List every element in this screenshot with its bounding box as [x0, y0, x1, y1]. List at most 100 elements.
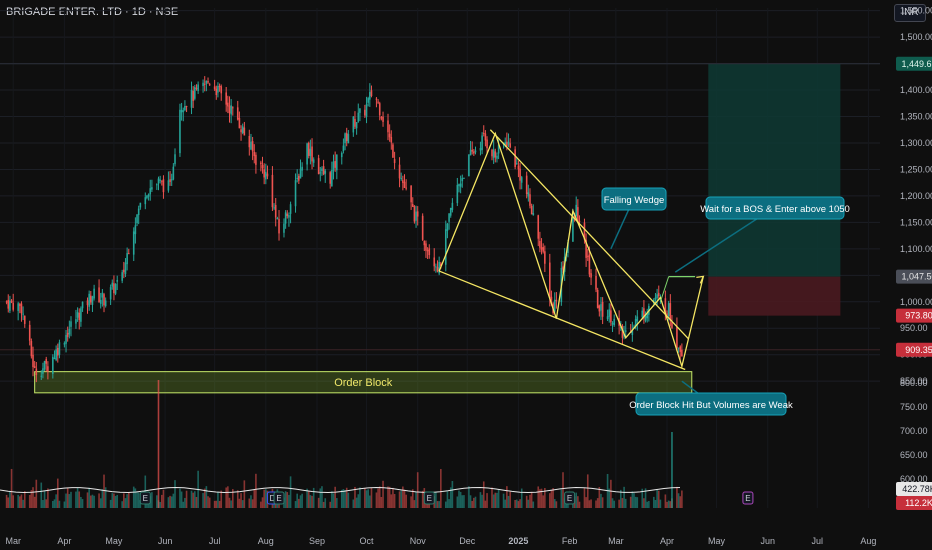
- candle-body: [179, 109, 181, 154]
- candle-body: [329, 172, 332, 184]
- candle-body: [601, 301, 604, 317]
- time-tick: Apr: [660, 536, 674, 546]
- candle-body: [9, 300, 11, 311]
- currency-button[interactable]: INR: [894, 4, 926, 22]
- volume-bar: [436, 501, 439, 508]
- candle-body: [23, 315, 26, 324]
- candle-body: [136, 214, 138, 224]
- candle-body: [340, 153, 343, 158]
- volume-bar: [227, 486, 229, 508]
- volume-bar: [139, 500, 142, 508]
- candle-body: [167, 180, 170, 191]
- candle-body: [298, 175, 300, 181]
- volume-bar: [228, 497, 231, 508]
- candle-body: [240, 129, 242, 133]
- candle-body: [525, 175, 528, 195]
- candle-body: [492, 149, 495, 158]
- volume-bar: [643, 498, 645, 508]
- candle-body: [669, 303, 672, 321]
- candle-body: [444, 229, 447, 265]
- volume-bar: [398, 491, 401, 508]
- price-tick: 850.00: [900, 376, 928, 386]
- callout-box: [601, 187, 667, 211]
- volume-bar: [355, 497, 358, 508]
- event-marker-label: E: [143, 494, 148, 503]
- volume-bar: [306, 488, 308, 508]
- volume-bar: [33, 496, 36, 508]
- volume-bar: [403, 489, 406, 508]
- candle-body: [608, 309, 611, 317]
- candles: [5, 76, 683, 383]
- candle-body: [446, 223, 449, 231]
- candle-body: [65, 335, 67, 344]
- candle-body: [491, 149, 493, 157]
- candle-body: [75, 319, 77, 324]
- candle-body: [265, 171, 267, 180]
- volume-tick: 650.00: [900, 450, 928, 460]
- volume-bar: [134, 488, 137, 508]
- candle-body: [98, 287, 100, 303]
- candle-body: [479, 148, 482, 151]
- volume-bar: [449, 487, 452, 508]
- volume-bar: [575, 492, 578, 508]
- candle-body: [532, 213, 535, 216]
- volume-bar: [494, 492, 497, 508]
- candle-body: [255, 154, 257, 165]
- event-marker-label: D: [270, 494, 276, 503]
- candle-body: [542, 247, 544, 252]
- candle-body: [248, 136, 251, 148]
- volume-spike: [671, 432, 673, 508]
- candle-body: [134, 225, 137, 235]
- target-zone: [708, 63, 841, 277]
- wedge-zigzag: [438, 131, 704, 369]
- volume-bar: [405, 494, 407, 508]
- candle-body: [10, 300, 13, 303]
- candle-body: [364, 109, 366, 116]
- candle-body: [307, 142, 310, 156]
- volume-bar: [336, 498, 338, 508]
- volume-bar: [162, 489, 165, 508]
- candle-body: [643, 308, 645, 319]
- candle-body: [416, 211, 419, 217]
- candle-body: [55, 349, 57, 361]
- candle-body: [448, 213, 450, 222]
- candle-body: [132, 231, 135, 255]
- volume-bar: [413, 500, 416, 508]
- event-marker-label: E: [567, 494, 572, 503]
- candle-body: [144, 197, 147, 205]
- volume-bar: [19, 496, 21, 508]
- volume-bar: [364, 487, 366, 508]
- volume-bar: [116, 494, 119, 508]
- volume-bar: [274, 501, 277, 508]
- candle-body: [405, 187, 407, 189]
- candle-body: [577, 207, 579, 223]
- volume-bar: [294, 501, 297, 508]
- candle-body: [296, 177, 298, 180]
- volume-bar: [588, 500, 591, 508]
- time-tick: Jul: [812, 536, 824, 546]
- candle-body: [91, 296, 94, 305]
- entry-price-label-bg: [896, 269, 932, 284]
- candle-body: [220, 86, 223, 94]
- volume-bar: [81, 499, 84, 508]
- volume-bar: [492, 494, 495, 508]
- candle-body: [52, 356, 54, 374]
- candle-body: [192, 90, 194, 101]
- volume-bar: [312, 487, 315, 508]
- volume-bar: [411, 489, 414, 508]
- candle-body: [468, 154, 470, 177]
- volume-bar: [121, 501, 123, 508]
- volume-ma-line: [0, 486, 681, 494]
- volume-bar: [416, 472, 419, 508]
- volume-bar: [284, 491, 287, 508]
- candle-body: [636, 316, 639, 322]
- volume-bar: [167, 497, 170, 508]
- candle-body: [555, 299, 558, 302]
- candle-body: [456, 184, 459, 204]
- callout-box: [705, 196, 845, 220]
- volume-bar: [402, 486, 404, 508]
- event-marker-box: [564, 491, 576, 505]
- volume-bar: [497, 489, 500, 508]
